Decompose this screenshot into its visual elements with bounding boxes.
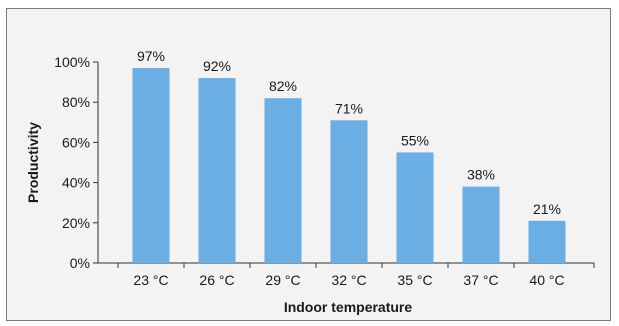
- x-axis: 23 °C 26 °C 29 °C 32 °C 35 °C 37 °C 40 °C: [98, 262, 595, 288]
- x-tick-label: 35 °C: [397, 272, 432, 288]
- data-label: 55%: [401, 132, 429, 148]
- bar: [528, 220, 566, 263]
- y-tick-label: 0%: [70, 255, 90, 271]
- x-tick-label: 32 °C: [331, 272, 366, 288]
- x-tick-label: 37 °C: [463, 272, 498, 288]
- data-label: 82%: [269, 78, 297, 94]
- x-tick-label: 23 °C: [133, 272, 168, 288]
- y-axis-title: Productivity: [25, 122, 41, 203]
- chart-frame: [6, 8, 611, 321]
- y-tick-label: 60%: [62, 134, 90, 150]
- data-label: 38%: [467, 167, 495, 183]
- bar: [396, 152, 434, 263]
- data-label: 97%: [137, 48, 165, 64]
- bar: [132, 68, 170, 263]
- bar: [462, 186, 500, 263]
- x-tick-label: 29 °C: [265, 272, 300, 288]
- x-tick-label: 26 °C: [199, 272, 234, 288]
- x-axis-title: Indoor temperature: [284, 299, 413, 315]
- data-label: 21%: [533, 201, 561, 217]
- y-tick-label: 40%: [62, 175, 90, 191]
- data-labels: 97% 92% 82% 71% 55% 38% 21%: [137, 48, 561, 217]
- bar: [330, 120, 368, 263]
- y-tick-label: 20%: [62, 215, 90, 231]
- y-tick-label: 80%: [62, 94, 90, 110]
- data-label: 92%: [203, 58, 231, 74]
- bar: [264, 98, 302, 264]
- x-tick-label: 40 °C: [529, 272, 564, 288]
- y-tick-label: 100%: [54, 54, 90, 70]
- y-axis: 0% 20% 40% 60% 80% 100%: [54, 54, 99, 271]
- bars: [132, 68, 566, 264]
- bar: [198, 78, 236, 263]
- data-label: 71%: [335, 100, 363, 116]
